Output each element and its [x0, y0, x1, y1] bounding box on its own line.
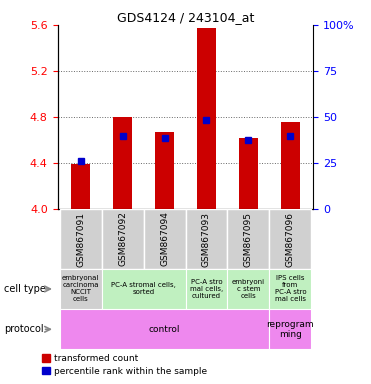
Text: GSM867091: GSM867091 [76, 212, 85, 266]
Bar [60, 309, 269, 349]
Text: GSM867093: GSM867093 [202, 212, 211, 266]
Text: GSM867095: GSM867095 [244, 212, 253, 266]
Bar [186, 209, 227, 269]
Text: embryonal
carcinoma
NCCIT
cells: embryonal carcinoma NCCIT cells [62, 275, 99, 303]
Legend: transformed count, percentile rank within the sample: transformed count, percentile rank withi… [42, 354, 207, 376]
Bar [269, 309, 311, 349]
Bar [60, 269, 102, 309]
Text: cell type: cell type [4, 284, 46, 294]
Text: protocol: protocol [4, 324, 43, 334]
Bar [239, 138, 258, 209]
Text: reprogram
ming: reprogram ming [267, 319, 314, 339]
Text: GSM867094: GSM867094 [160, 212, 169, 266]
Text: GSM867092: GSM867092 [118, 212, 127, 266]
Bar [186, 269, 227, 309]
Text: PC-A stromal cells,
sorted: PC-A stromal cells, sorted [111, 283, 176, 295]
Text: PC-A stro
mal cells,
cultured: PC-A stro mal cells, cultured [190, 279, 223, 299]
Bar [144, 209, 186, 269]
Bar [281, 122, 300, 209]
Bar [269, 269, 311, 309]
Text: embryoni
c stem
cells: embryoni c stem cells [232, 279, 265, 299]
Bar [227, 269, 269, 309]
Bar [227, 209, 269, 269]
Bar [197, 28, 216, 209]
Text: GSM867096: GSM867096 [286, 212, 295, 266]
Bar [113, 117, 132, 209]
Bar [269, 209, 311, 269]
Bar [155, 132, 174, 209]
Bar [60, 209, 102, 269]
Bar [102, 269, 186, 309]
Bar [71, 164, 90, 209]
Title: GDS4124 / 243104_at: GDS4124 / 243104_at [117, 11, 254, 24]
Bar [102, 209, 144, 269]
Text: IPS cells
from
PC-A stro
mal cells: IPS cells from PC-A stro mal cells [275, 275, 306, 303]
Text: control: control [149, 325, 180, 334]
